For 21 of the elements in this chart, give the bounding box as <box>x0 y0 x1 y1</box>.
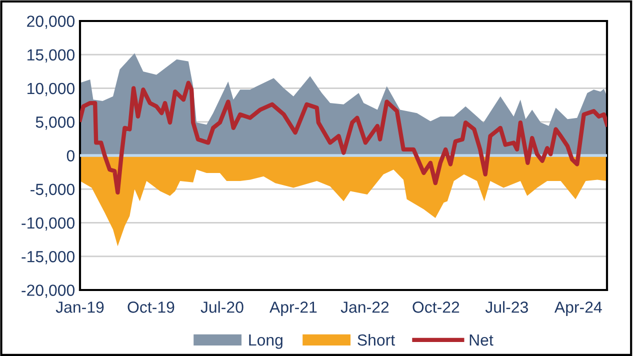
y-tick-label: 5,000 <box>36 116 75 130</box>
y-tick-label: -15,000 <box>22 251 75 264</box>
y-tick-label: 10,000 <box>28 82 75 96</box>
x-tick-label: Apr-21 <box>270 302 317 316</box>
x-tick-label: Apr-24 <box>554 302 602 316</box>
x-tick-label: Jul-23 <box>485 301 528 313</box>
x-tick-label: Jan-22 <box>340 302 389 313</box>
y-tick-label: 0 <box>66 150 75 162</box>
x-tick-label: Jul-20 <box>200 301 244 313</box>
y-tick-label: -10,000 <box>22 217 75 231</box>
legend-label: Long <box>249 334 282 349</box>
y-tick-label: -20,000 <box>22 284 75 298</box>
legend-label: Short <box>358 334 395 346</box>
y-tick-label: 15,000 <box>28 49 75 62</box>
y-tick-label: 20,000 <box>27 16 75 29</box>
x-tick-label: Oct-19 <box>128 302 174 313</box>
legend-label: Net <box>470 334 494 346</box>
x-tick-label: Oct-22 <box>412 302 460 313</box>
y-tick-label: -5,000 <box>30 184 75 197</box>
x-tick-label: Jan-19 <box>56 302 104 313</box>
line-series <box>80 80 607 195</box>
